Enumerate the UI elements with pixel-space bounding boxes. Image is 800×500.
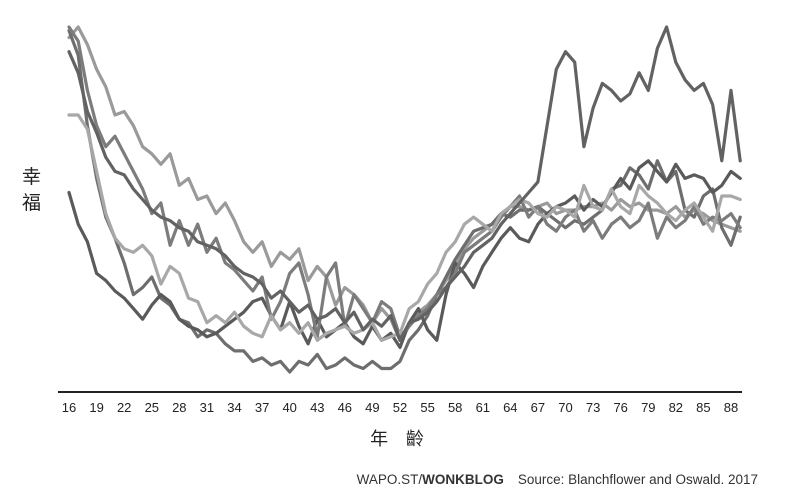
x-tick-label: 28 — [172, 400, 186, 415]
x-tick-label: 88 — [724, 400, 738, 415]
x-tick-label: 61 — [476, 400, 490, 415]
x-tick-label: 76 — [613, 400, 627, 415]
x-tick-label: 37 — [255, 400, 269, 415]
credit-line: WAPO.ST/WONKBLOG Source: Blanchflower and… — [357, 472, 758, 487]
x-tick-label: 85 — [696, 400, 710, 415]
x-tick-label: 58 — [448, 400, 462, 415]
x-tick-label: 16 — [62, 400, 76, 415]
x-tick-label: 70 — [558, 400, 572, 415]
y-axis-label-char-2: 福 — [22, 192, 42, 214]
x-tick-label: 46 — [338, 400, 352, 415]
x-tick-label: 19 — [89, 400, 103, 415]
x-tick-label: 40 — [282, 400, 296, 415]
x-tick-label: 43 — [310, 400, 324, 415]
credit-brand-name[interactable]: WONKBLOG — [422, 472, 504, 487]
series-layer — [67, 25, 742, 374]
series-line-3 — [67, 159, 742, 349]
x-tick-label: 25 — [145, 400, 159, 415]
x-tick-label: 64 — [503, 400, 517, 415]
y-axis-label-char-1: 幸 — [22, 166, 42, 188]
x-tick-label: 31 — [200, 400, 214, 415]
x-tick-label: 52 — [393, 400, 407, 415]
series-line-5 — [67, 113, 742, 342]
series-line-6 — [67, 25, 742, 342]
x-tick-label: 49 — [365, 400, 379, 415]
credit-source: Source: Blanchflower and Oswald. 2017 — [517, 472, 758, 487]
credit-brand-url[interactable]: WAPO.ST/ — [356, 472, 423, 487]
x-tick-labels: 16 19 22 25 28 31 34 37 40 43 46 49 52 55 58 61 64 67 70 73… — [62, 400, 738, 415]
x-tick-label: 34 — [227, 400, 241, 415]
x-tick-label: 67 — [531, 400, 545, 415]
x-axis-label: 年 齡 — [370, 429, 430, 450]
x-tick-label: 73 — [586, 400, 600, 415]
x-tick-label: 22 — [117, 400, 131, 415]
x-tick-label: 79 — [641, 400, 655, 415]
x-tick-label: 55 — [420, 400, 434, 415]
x-tick-label: 82 — [669, 400, 683, 415]
